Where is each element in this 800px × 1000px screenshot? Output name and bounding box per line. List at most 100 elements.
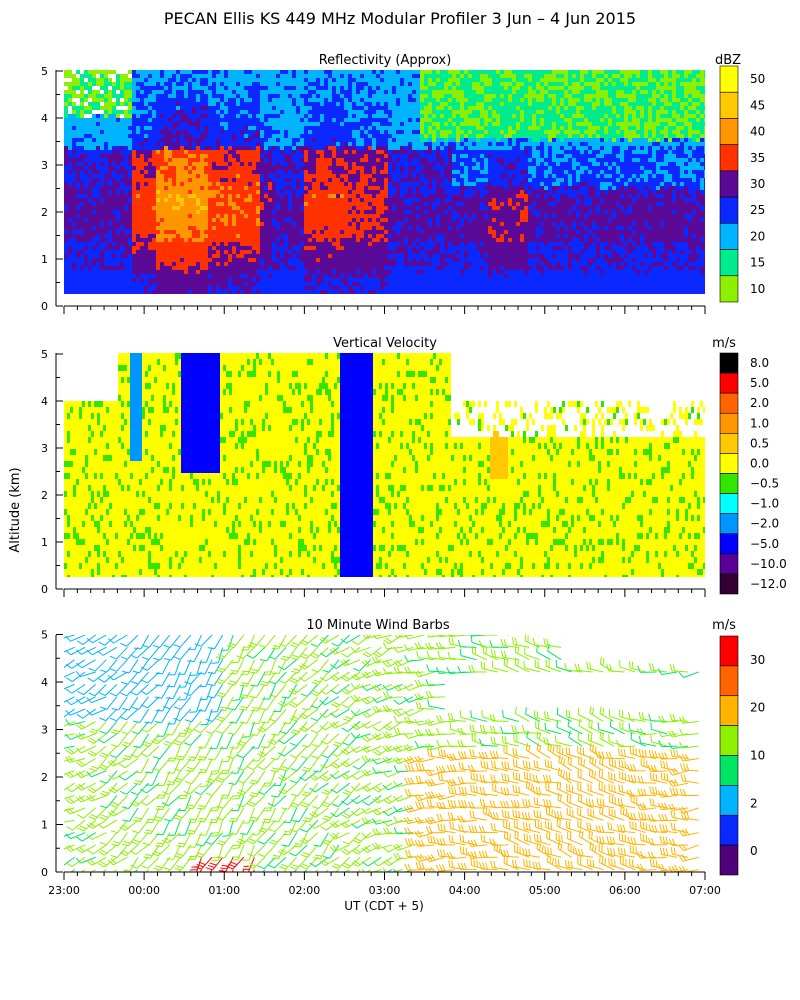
reflectivity-cell [136, 286, 140, 290]
reflectivity-cell [328, 210, 332, 214]
reflectivity-cell [324, 190, 328, 194]
reflectivity-cell [152, 222, 156, 226]
reflectivity-cell [284, 226, 288, 230]
reflectivity-cell [308, 78, 312, 82]
reflectivity-cell [232, 110, 236, 114]
reflectivity-cell [240, 258, 244, 262]
reflectivity-cell [292, 238, 296, 242]
reflectivity-cell [300, 122, 304, 126]
reflectivity-cell [152, 182, 156, 186]
reflectivity-cell [368, 198, 372, 202]
reflectivity-cell [420, 218, 424, 222]
reflectivity-cell [140, 126, 144, 130]
reflectivity-cell [288, 186, 292, 190]
reflectivity-cell [420, 154, 424, 158]
reflectivity-cell [232, 234, 236, 238]
reflectivity-cell [376, 158, 380, 162]
reflectivity-cell [376, 122, 380, 126]
reflectivity-cell [188, 242, 192, 246]
reflectivity-cell [180, 162, 184, 166]
reflectivity-cell [360, 118, 364, 122]
reflectivity-cell [92, 166, 96, 170]
reflectivity-cell [104, 94, 108, 98]
reflectivity-cell [368, 174, 372, 178]
reflectivity-cell [220, 194, 224, 198]
reflectivity-cell [228, 94, 232, 98]
reflectivity-cell [400, 130, 404, 134]
reflectivity-cell [144, 178, 148, 182]
reflectivity-cell [232, 194, 236, 198]
reflectivity-cell [412, 266, 416, 270]
reflectivity-cell [320, 122, 324, 126]
reflectivity-cell [128, 222, 132, 226]
reflectivity-cell [80, 266, 84, 270]
reflectivity-cell [100, 78, 104, 82]
reflectivity-cell [324, 226, 328, 230]
reflectivity-cell [400, 98, 404, 102]
reflectivity-cell [272, 74, 276, 78]
reflectivity-cell [164, 146, 168, 150]
reflectivity-cell [312, 242, 316, 246]
reflectivity-cell [304, 246, 308, 250]
reflectivity-cell [408, 258, 412, 262]
reflectivity-cell [296, 270, 300, 274]
reflectivity-cell [344, 102, 348, 106]
reflectivity-cell [232, 198, 236, 202]
reflectivity-cell [92, 102, 96, 106]
reflectivity-cell [328, 170, 332, 174]
reflectivity-cell [364, 122, 368, 126]
reflectivity-cell [384, 202, 388, 206]
reflectivity-cell [252, 110, 256, 114]
reflectivity-cell [188, 114, 192, 118]
reflectivity-cell [332, 226, 336, 230]
reflectivity-cell [336, 182, 340, 186]
reflectivity-cell [324, 70, 328, 74]
reflectivity-cell [172, 266, 176, 270]
reflectivity-cell [180, 194, 184, 198]
reflectivity-cell [388, 194, 392, 198]
reflectivity-cell [140, 282, 144, 286]
reflectivity-cell [180, 142, 184, 146]
reflectivity-cell [292, 254, 296, 258]
reflectivity-cell [236, 170, 240, 174]
reflectivity-cell [336, 230, 340, 234]
reflectivity-cell [208, 186, 212, 190]
reflectivity-cell [164, 282, 168, 286]
reflectivity-cell [164, 94, 168, 98]
reflectivity-cell [188, 226, 192, 230]
reflectivity-cell [140, 142, 144, 146]
reflectivity-cell [180, 154, 184, 158]
reflectivity-cell [76, 78, 80, 82]
reflectivity-cell [164, 182, 168, 186]
reflectivity-cell [108, 250, 112, 254]
reflectivity-cell [196, 282, 200, 286]
reflectivity-cell [188, 186, 192, 190]
reflectivity-cell [216, 102, 220, 106]
reflectivity-cell [104, 214, 108, 218]
reflectivity-cell [108, 282, 112, 286]
reflectivity-cell [344, 126, 348, 130]
reflectivity-cell [188, 206, 192, 210]
reflectivity-cell [408, 90, 412, 94]
reflectivity-cell [280, 242, 284, 246]
reflectivity-cell [252, 170, 256, 174]
reflectivity-cell [352, 246, 356, 250]
reflectivity-cell [264, 118, 268, 122]
reflectivity-cell [204, 70, 208, 74]
reflectivity-cell [228, 70, 232, 74]
reflectivity-cell [396, 262, 400, 266]
reflectivity-cell [348, 202, 352, 206]
reflectivity-cell [76, 110, 80, 114]
reflectivity-cell [196, 258, 200, 262]
reflectivity-cell [292, 94, 296, 98]
reflectivity-cell [184, 86, 188, 90]
reflectivity-cell [316, 146, 320, 150]
reflectivity-cell [276, 210, 280, 214]
reflectivity-cell [368, 234, 372, 238]
reflectivity-cell [300, 174, 304, 178]
reflectivity-cell [140, 78, 144, 82]
reflectivity-cell [236, 122, 240, 126]
reflectivity-cell [388, 238, 392, 242]
reflectivity-cell [128, 246, 132, 250]
reflectivity-cell [352, 218, 356, 222]
